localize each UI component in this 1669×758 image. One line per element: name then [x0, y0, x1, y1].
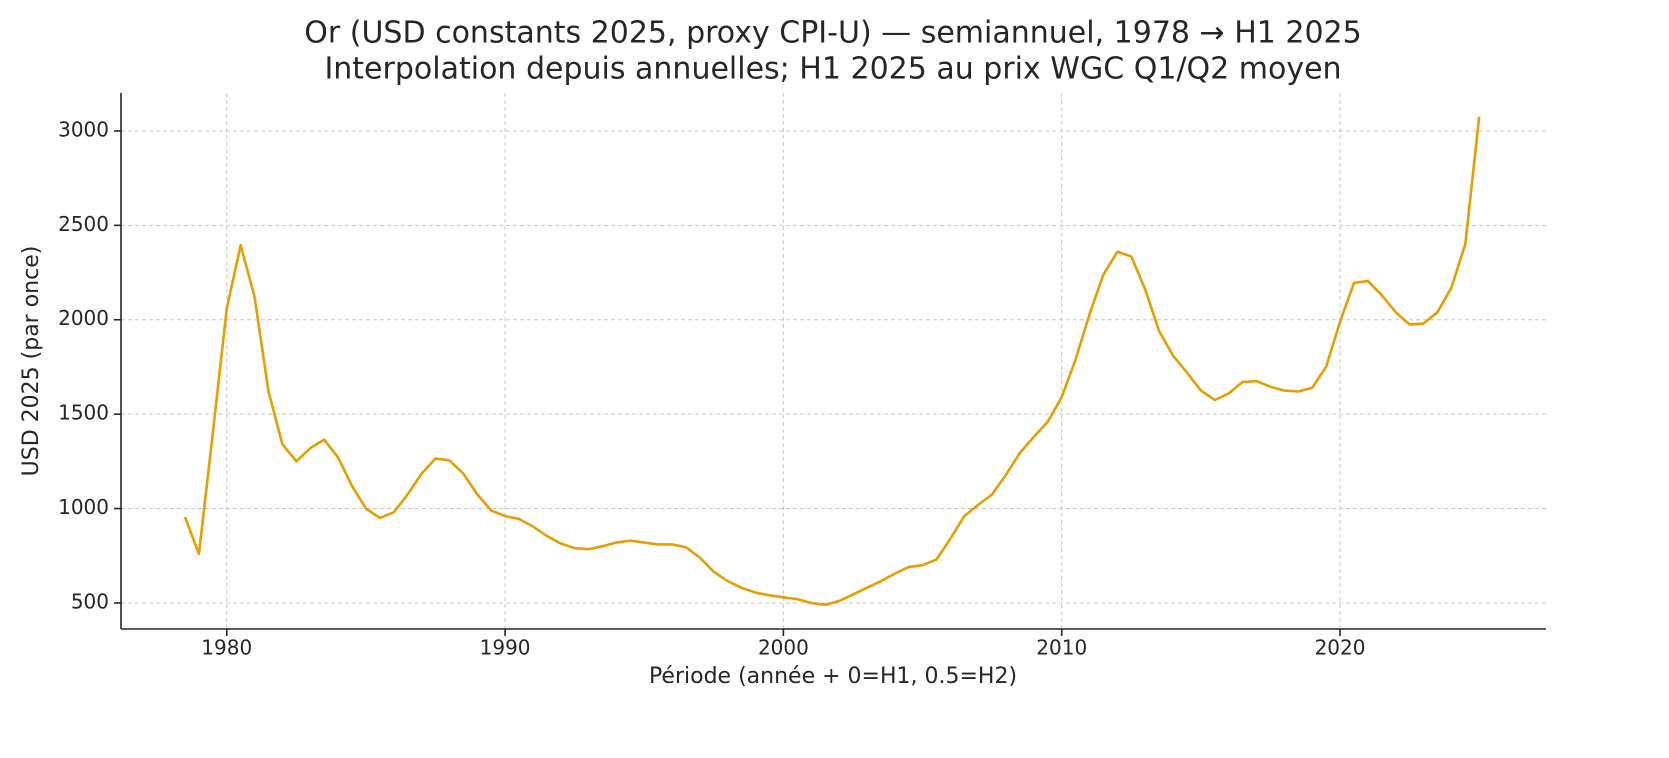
y-tick-label: 1000 — [58, 495, 109, 519]
data-line — [183, 116, 1481, 607]
y-tick-label: 3000 — [58, 117, 109, 141]
chart-title: Or (USD constants 2025, proxy CPI-U) — s… — [304, 16, 1362, 51]
y-tick-label: 2000 — [58, 306, 109, 330]
chart-subtitle: Interpolation depuis annuelles; H1 2025 … — [324, 52, 1341, 87]
y-tick-label: 1500 — [58, 401, 109, 425]
x-tick-label: 2000 — [758, 636, 809, 660]
x-tick-label: 2020 — [1315, 636, 1366, 660]
x-axis-label: Période (année + 0=H1, 0.5=H2) — [649, 664, 1017, 689]
x-tick-label: 1980 — [201, 636, 252, 660]
x-tick-label: 1990 — [480, 636, 531, 660]
y-tick-label: 2500 — [58, 212, 109, 236]
y-axis-label: USD 2025 (par once) — [19, 246, 44, 477]
y-tick-label: 500 — [71, 589, 109, 613]
x-tick-label: 2010 — [1036, 636, 1087, 660]
